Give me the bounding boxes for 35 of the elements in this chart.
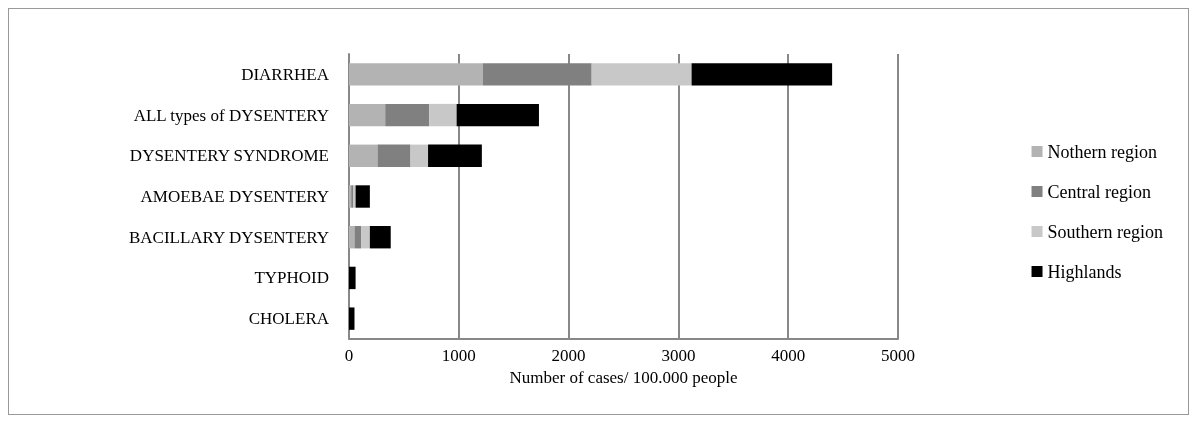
- x-tick-label: 3000: [661, 346, 696, 365]
- bar: [349, 63, 483, 86]
- x-tick-label: 4000: [771, 346, 806, 365]
- legend-label: Highlands: [1047, 261, 1122, 282]
- x-tick-label: 5000: [881, 346, 915, 365]
- y-tick-label: DYSENTERY SYNDROME: [129, 146, 329, 166]
- bar: [456, 103, 539, 127]
- bar: [385, 103, 430, 127]
- x-tick-label: 1000: [441, 346, 476, 365]
- bar: [429, 103, 457, 127]
- bar: [410, 144, 429, 167]
- y-tick-label: AMOEBAE DYSENTERY: [140, 187, 329, 206]
- bar: [349, 307, 355, 330]
- bar: [377, 144, 411, 167]
- bar: [591, 63, 692, 86]
- legend-label: Central region: [1047, 181, 1151, 202]
- bar: [361, 226, 370, 249]
- bar: [349, 266, 356, 290]
- y-tick-label: ALL types of DYSENTERY: [133, 105, 329, 125]
- bar: [428, 144, 482, 167]
- legend-label: Nothern region: [1047, 141, 1157, 162]
- x-tick-label: 2000: [551, 346, 586, 365]
- y-tick-label: TYPHOID: [254, 268, 329, 288]
- bar: [349, 103, 386, 127]
- x-tick-label: 0: [344, 346, 354, 365]
- y-tick-label: DIARRHEA: [241, 64, 330, 84]
- y-tick-label: CHOLERA: [248, 309, 330, 329]
- legend-label: Southern region: [1047, 221, 1163, 242]
- y-tick-label: BACILLARY DYSENTERY: [128, 227, 329, 247]
- bar: [369, 226, 391, 249]
- bar: [349, 144, 378, 167]
- bar: [691, 63, 833, 86]
- x-axis-title: Number of cases/ 100.000 people: [509, 367, 738, 387]
- bar: [355, 185, 370, 208]
- bar: [354, 226, 362, 249]
